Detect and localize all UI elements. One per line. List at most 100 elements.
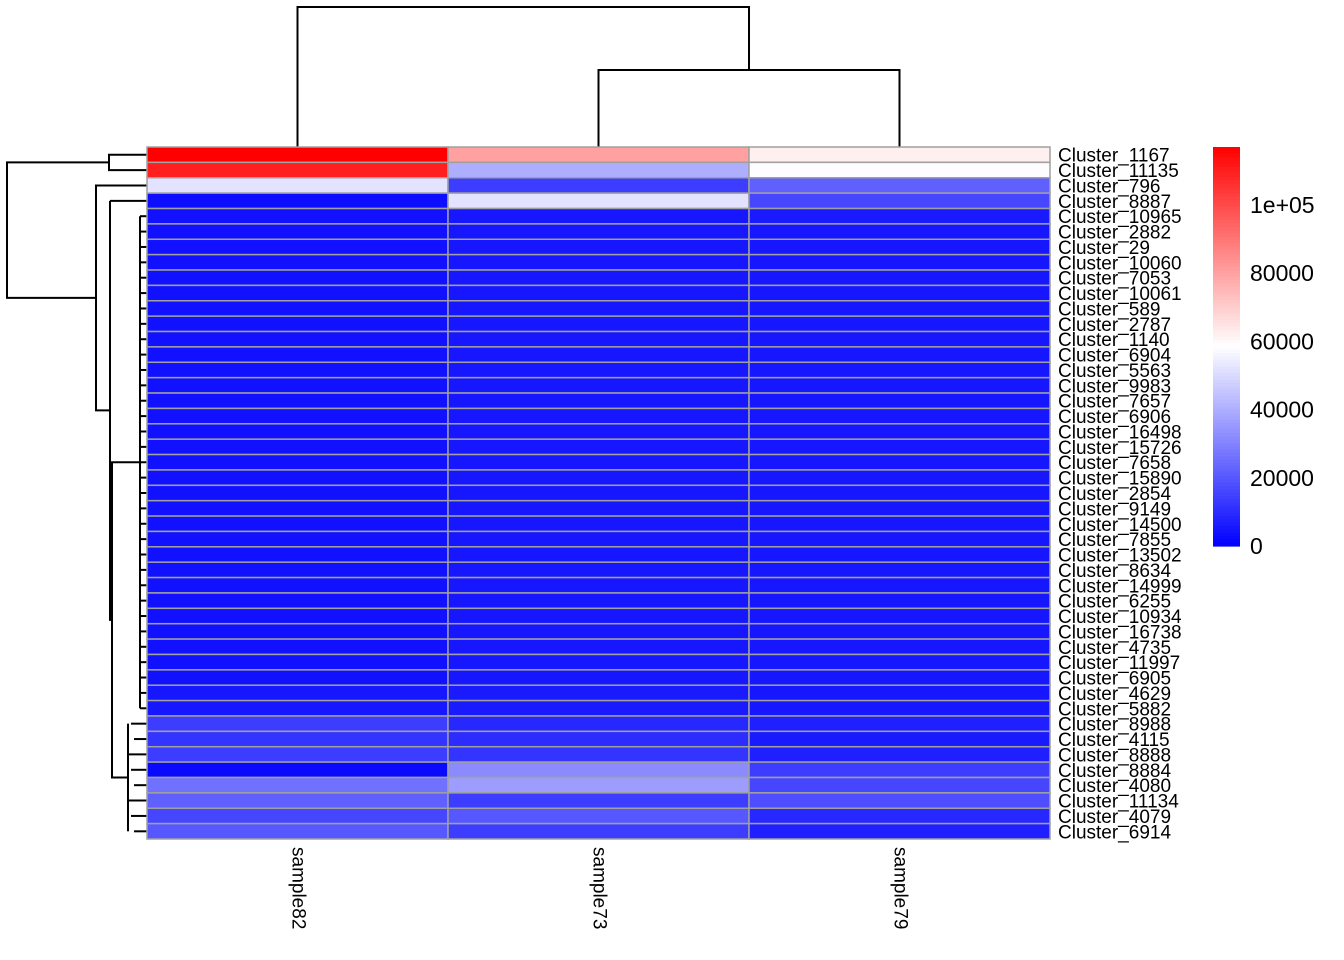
legend-color-step: [1213, 210, 1240, 215]
heatmap-cell: [748, 146, 1051, 164]
legend-color-step: [1213, 522, 1240, 527]
heatmap-cell: [146, 376, 449, 394]
heatmap-cell: [447, 300, 750, 317]
legend-color-step: [1213, 316, 1240, 321]
heatmap-cell: [748, 592, 1051, 610]
heatmap-cell: [748, 392, 1051, 410]
heatmap-cell: [447, 669, 750, 686]
heatmap-cell: [447, 792, 750, 809]
heatmap-cell: [146, 284, 449, 302]
legend-color-step: [1213, 419, 1240, 424]
legend-color-step: [1213, 206, 1240, 211]
heatmap-cell: [748, 561, 1051, 579]
heatmap-cell: [447, 238, 750, 256]
legend-color-step: [1213, 469, 1240, 474]
row-label: Cluster_5563: [1058, 361, 1171, 382]
legend-color-step: [1213, 526, 1240, 530]
heatmap-cell: [146, 684, 449, 702]
legend-color-step: [1213, 186, 1240, 191]
column-dendrogram-branch: [597, 69, 901, 147]
heatmap-cell: [748, 161, 1051, 179]
legend-color-step: [1213, 226, 1240, 231]
heatmap-cell: [146, 315, 449, 333]
legend-color-step: [1213, 173, 1240, 178]
heatmap-cell: [146, 638, 449, 656]
heatmap-cell: [146, 592, 449, 610]
legend-color-step: [1213, 170, 1240, 175]
heatmap-cell: [748, 376, 1051, 394]
heatmap-cell: [447, 499, 750, 517]
row-label: Cluster_6255: [1058, 592, 1171, 613]
legend-color-step: [1213, 293, 1240, 298]
row-label: Cluster_16498: [1058, 422, 1182, 443]
legend-color-step: [1213, 409, 1240, 414]
heatmap-cell: [447, 807, 750, 825]
heatmap-cell: [447, 453, 750, 471]
heatmap-cell: [146, 561, 449, 579]
heatmap-cell: [447, 484, 750, 502]
column-dendrogram: [296, 6, 901, 147]
heatmap-cell: [748, 346, 1051, 364]
heatmap-cell: [447, 284, 750, 302]
legend-color-step: [1213, 309, 1240, 314]
legend-color-step: [1213, 253, 1240, 258]
row-label: Cluster_8887: [1058, 192, 1171, 213]
heatmap-cell: [447, 361, 750, 379]
heatmap-cell: [146, 715, 449, 733]
row-label: Cluster_10965: [1058, 207, 1182, 228]
legend-color-step: [1213, 386, 1240, 391]
row-label: Cluster_15726: [1058, 438, 1182, 459]
legend-color-step: [1213, 183, 1240, 188]
heatmap-cell: [146, 207, 449, 225]
heatmap-cell: [447, 392, 750, 410]
legend-color-step: [1213, 472, 1240, 477]
heatmap-cell: [447, 438, 750, 456]
row-label: Cluster_14999: [1058, 576, 1182, 597]
heatmap-cell: [146, 807, 449, 825]
heatmap-cell: [748, 715, 1051, 733]
heatmap-cell: [447, 776, 750, 794]
row-label: Cluster_1167: [1058, 146, 1170, 167]
legend-color-step: [1213, 336, 1240, 341]
legend-color-step: [1213, 496, 1240, 501]
heatmap-cell: [748, 638, 1051, 656]
legend-color-step: [1213, 190, 1240, 195]
legend-color-step: [1213, 299, 1240, 304]
heatmap-cell: [146, 269, 449, 287]
legend-color-step: [1213, 436, 1240, 441]
heatmap-cell: [447, 192, 750, 210]
legend-color-step: [1213, 422, 1240, 427]
legend-color-step: [1213, 306, 1240, 311]
row-dendrogram-branch: [108, 153, 147, 172]
legend-color-step: [1213, 512, 1240, 517]
legend-color-step: [1213, 163, 1240, 168]
heatmap-cell: [447, 684, 750, 702]
legend-color-step: [1213, 462, 1240, 467]
heatmap-cell: [748, 776, 1051, 794]
heatmap-cell: [447, 761, 750, 779]
heatmap-cell: [146, 438, 449, 456]
heatmap-cell: [146, 530, 449, 548]
legend-color-step: [1213, 416, 1240, 421]
heatmap-cell: [748, 315, 1051, 333]
legend-color-step: [1213, 353, 1240, 358]
heatmap-cell: [146, 330, 449, 348]
legend-color-step: [1213, 260, 1240, 264]
row-label: Cluster_10060: [1058, 253, 1182, 274]
heatmap-cell: [146, 499, 449, 517]
heatmap-cell: [146, 300, 449, 317]
legend-tick-label: 1e+05: [1250, 192, 1315, 218]
legend-color-step: [1213, 230, 1240, 235]
legend-color-step: [1213, 343, 1240, 348]
legend-color-step: [1213, 250, 1240, 254]
heatmap-cell: [447, 223, 750, 241]
heatmap-cell: [748, 730, 1051, 748]
legend-color-step: [1213, 240, 1240, 245]
legend-color-step: [1213, 280, 1240, 284]
legend-color-step: [1213, 319, 1240, 324]
heatmap-cell: [146, 515, 449, 533]
legend-color-step: [1213, 147, 1240, 151]
heatmap-cell: [748, 284, 1051, 302]
legend-color-step: [1213, 166, 1240, 171]
heatmap-cell: [447, 745, 750, 763]
